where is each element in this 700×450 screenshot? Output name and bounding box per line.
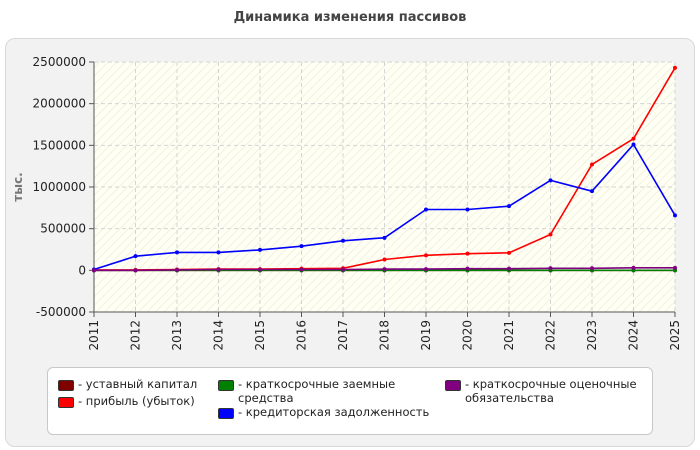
- series-1-point: [424, 253, 428, 258]
- legend-swatch: [445, 380, 461, 391]
- series-3-point: [341, 238, 345, 243]
- series-3-point: [590, 189, 594, 194]
- legend-item-otsenochnye[interactable]: - краткосрочные оценочные обязательства: [445, 377, 650, 405]
- series-3-point: [424, 207, 428, 212]
- legend-item-kratkosrochnye-zaemnye[interactable]: - краткосрочные заемные средства: [218, 377, 418, 405]
- series-4-point: [258, 267, 262, 272]
- series-4-point: [341, 267, 345, 272]
- series-1-point: [631, 136, 636, 141]
- y-tick-label: 2500000: [33, 55, 86, 69]
- series-4-point: [465, 266, 470, 271]
- y-axis-label: тыс.: [11, 172, 25, 201]
- series-4-point: [424, 267, 428, 272]
- series-3-point: [382, 235, 387, 240]
- series-3-point: [299, 244, 304, 249]
- series-1-point: [548, 232, 553, 237]
- x-tick-label: 2018: [378, 320, 392, 351]
- x-tick-label: 2020: [461, 320, 475, 351]
- series-1-point: [590, 162, 594, 167]
- y-tick-label: 0: [78, 263, 86, 277]
- x-tick-label: 2013: [170, 320, 184, 351]
- series-4-point: [631, 265, 636, 270]
- series-4-point: [548, 266, 553, 271]
- x-tick-label: 2023: [585, 320, 599, 351]
- series-4-point: [590, 266, 594, 271]
- series-4-point: [507, 266, 511, 271]
- x-tick-label: 2016: [295, 320, 309, 351]
- series-1-point: [465, 251, 470, 256]
- x-tick-label: 2022: [544, 320, 558, 351]
- x-tick-label: 2014: [212, 320, 226, 351]
- legend-item-ustavnyi-kapital[interactable]: - уставный капитал: [58, 377, 197, 391]
- x-tick-label: 2015: [253, 320, 267, 351]
- series-1-point: [382, 257, 387, 262]
- x-tick-label: 2024: [627, 320, 641, 351]
- y-tick-label: -500000: [36, 305, 86, 319]
- series-4-point: [382, 267, 387, 272]
- series-3-point: [631, 142, 636, 147]
- x-tick-label: 2025: [668, 320, 682, 351]
- series-3-point: [133, 254, 138, 259]
- legend-swatch: [58, 380, 74, 391]
- legend-label: - краткосрочные оценочные обязательства: [465, 377, 637, 405]
- x-tick-label: 2011: [87, 320, 101, 351]
- legend: - уставный капитал - прибыль (убыток) - …: [47, 367, 653, 435]
- series-4-point: [673, 265, 677, 270]
- series-3-point: [258, 247, 262, 252]
- legend-swatch: [218, 380, 234, 391]
- legend-label: - прибыль (убыток): [78, 394, 195, 408]
- series-4-point: [92, 268, 96, 273]
- series-1-point: [673, 65, 677, 70]
- legend-swatch: [218, 408, 234, 419]
- legend-label: - кредиторская задолженность: [238, 405, 430, 419]
- chart-title: Динамика изменения пассивов: [233, 10, 467, 25]
- y-tick-label: 500000: [40, 222, 86, 236]
- y-tick-label: 1500000: [33, 138, 86, 152]
- series-1-point: [507, 250, 511, 255]
- legend-label: - краткосрочные заемные средства: [238, 377, 396, 405]
- series-3-point: [673, 213, 677, 218]
- series-3-point: [465, 207, 470, 212]
- series-4-point: [133, 268, 138, 273]
- y-tick-label: 1000000: [33, 180, 86, 194]
- series-4-point: [175, 267, 179, 272]
- y-tick-label: 2000000: [33, 97, 86, 111]
- legend-label: - уставный капитал: [78, 377, 198, 391]
- x-tick-label: 2012: [129, 320, 143, 351]
- series-3-point: [507, 204, 511, 209]
- legend-swatch: [58, 397, 74, 408]
- x-tick-label: 2019: [419, 320, 433, 351]
- series-3-point: [216, 250, 221, 255]
- series-4-point: [216, 267, 221, 272]
- series-4-point: [299, 267, 304, 272]
- legend-item-pribyl[interactable]: - прибыль (убыток): [58, 394, 195, 408]
- x-tick-label: 2017: [336, 320, 350, 351]
- legend-item-kreditorskaya[interactable]: - кредиторская задолженность: [218, 405, 429, 419]
- x-tick-label: 2021: [502, 320, 516, 351]
- series-3-point: [548, 178, 553, 183]
- series-3-point: [175, 250, 179, 255]
